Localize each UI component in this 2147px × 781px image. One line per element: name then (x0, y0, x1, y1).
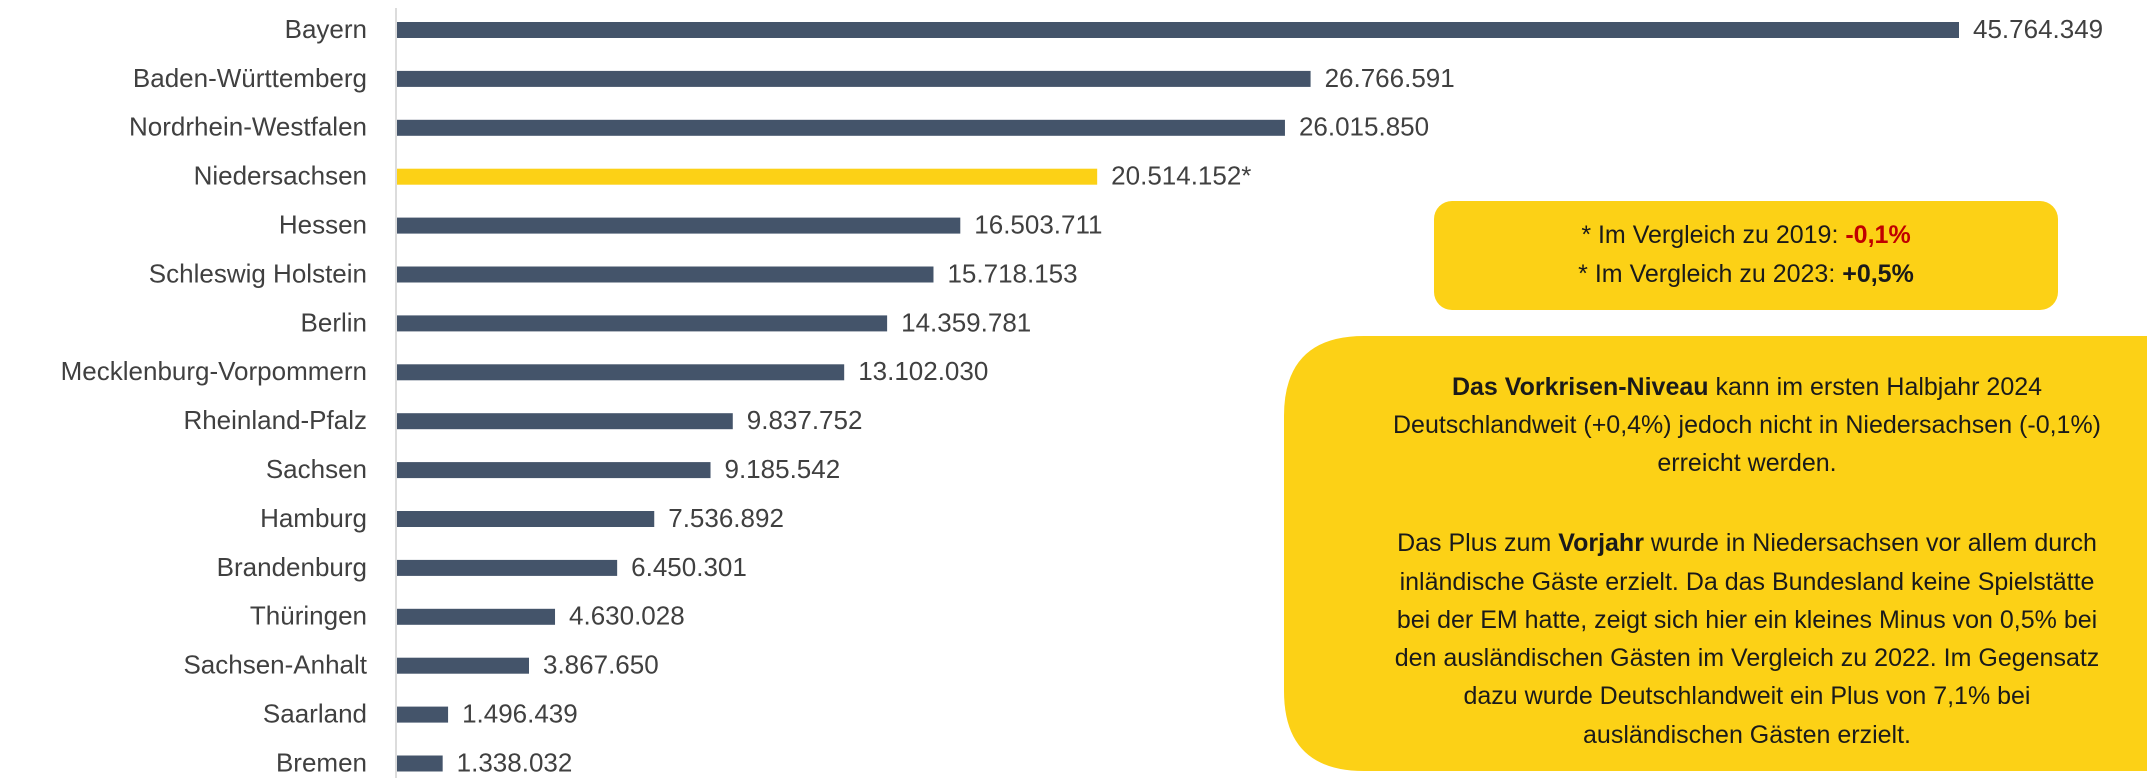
note-text: Vorjahr (1558, 529, 1644, 557)
note-line: * Im Vergleich zu 2019: -0,1% (1581, 221, 1910, 249)
value-label: 9.185.542 (725, 454, 841, 484)
bar (397, 364, 845, 381)
bar (397, 706, 449, 723)
value-label: 20.514.152* (1111, 161, 1251, 191)
bar (397, 119, 1285, 136)
value-label: 3.867.650 (543, 650, 659, 680)
value-label: 13.102.030 (858, 356, 988, 386)
category-label: Sachsen (266, 454, 367, 484)
note-line: Deutschlandweit (+0,4%) jedoch nicht in … (1393, 411, 2101, 439)
note-text: +0,5% (1842, 260, 1914, 288)
note-box (1434, 201, 2058, 310)
note-line: * Im Vergleich zu 2023: +0,5% (1578, 260, 1914, 288)
category-label: Hamburg (260, 503, 367, 533)
bar (397, 217, 961, 234)
value-label: 7.536.892 (668, 503, 784, 533)
bar (397, 315, 888, 332)
bar (397, 462, 711, 479)
note-text: den ausländischen Gästen im Vergleich zu… (1395, 644, 2100, 672)
value-label: 1.338.032 (457, 747, 573, 777)
value-label: 14.359.781 (901, 307, 1031, 337)
note-line: ausländischen Gästen erzielt. (1583, 721, 1911, 749)
note-text: inländische Gäste erzielt. Da das Bundes… (1400, 568, 2095, 596)
note-text: erreicht werden. (1657, 449, 1836, 477)
bar (397, 168, 1098, 185)
bar (397, 511, 655, 527)
bar (397, 755, 443, 772)
note-line: Das Vorkrisen-Niveau kann im ersten Halb… (1452, 373, 2042, 401)
note-line: inländische Gäste erzielt. Da das Bundes… (1400, 568, 2095, 596)
note-line: den ausländischen Gästen im Vergleich zu… (1395, 644, 2100, 672)
category-label: Bayern (285, 14, 367, 44)
note-text: dazu wurde Deutschlandweit ein Plus von … (1463, 682, 2030, 710)
note-text: Das Plus zum (1397, 529, 1558, 557)
bar (397, 413, 733, 430)
value-label: 15.718.153 (947, 258, 1077, 288)
note-text: bei der EM hatte, zeigt sich hier ein kl… (1397, 606, 2097, 634)
value-label: 9.837.752 (747, 405, 863, 435)
bar (397, 608, 556, 625)
note-text: * Im Vergleich zu 2019: (1581, 221, 1845, 249)
value-label: 26.015.850 (1299, 112, 1429, 142)
category-label: Saarland (263, 698, 367, 728)
category-label: Nordrhein-Westfalen (129, 112, 367, 142)
category-label: Hessen (279, 209, 367, 239)
note-line: dazu wurde Deutschlandweit ein Plus von … (1463, 682, 2030, 710)
note-line: bei der EM hatte, zeigt sich hier ein kl… (1397, 606, 2097, 634)
note-text: ausländischen Gästen erzielt. (1583, 721, 1911, 749)
bar (397, 22, 1959, 38)
category-label: Schleswig Holstein (149, 258, 367, 288)
note-text: Das Vorkrisen-Niveau (1452, 373, 1709, 401)
value-label: 16.503.711 (974, 209, 1102, 239)
category-label: Rheinland-Pfalz (183, 405, 367, 435)
value-label: 4.630.028 (569, 601, 685, 631)
note-text: -0,1% (1845, 221, 1910, 249)
bar (397, 559, 618, 576)
category-label: Thüringen (250, 601, 367, 631)
category-label: Bremen (276, 747, 367, 777)
category-label: Baden-Württemberg (133, 63, 367, 93)
category-label: Niedersachsen (194, 161, 367, 191)
category-label: Sachsen-Anhalt (183, 650, 367, 680)
note-line: erreicht werden. (1657, 449, 1836, 477)
category-label: Brandenburg (217, 552, 367, 582)
value-label: 45.764.349 (1973, 14, 2103, 44)
bar (397, 266, 934, 283)
category-label: Mecklenburg-Vorpommern (61, 356, 367, 386)
category-label: Berlin (301, 307, 367, 337)
note-text: kann im ersten Halbjahr 2024 (1709, 373, 2043, 401)
bar (397, 657, 530, 674)
value-label: 1.496.439 (462, 698, 578, 728)
value-label: 26.766.591 (1325, 63, 1455, 93)
bar (397, 70, 1311, 87)
note-text: * Im Vergleich zu 2023: (1578, 260, 1842, 288)
summary-note: Das Vorkrisen-Niveau kann im ersten Halb… (1284, 336, 2147, 771)
note-box (1284, 336, 2147, 771)
note-line: Das Plus zum Vorjahr wurde in Niedersach… (1397, 529, 2097, 557)
note-text: wurde in Niedersachsen vor allem durch (1644, 529, 2097, 557)
comparison-note: * Im Vergleich zu 2019: -0,1%* Im Vergle… (1434, 201, 2058, 310)
value-label: 6.450.301 (631, 552, 747, 582)
note-text: Deutschlandweit (+0,4%) jedoch nicht in … (1393, 411, 2101, 439)
